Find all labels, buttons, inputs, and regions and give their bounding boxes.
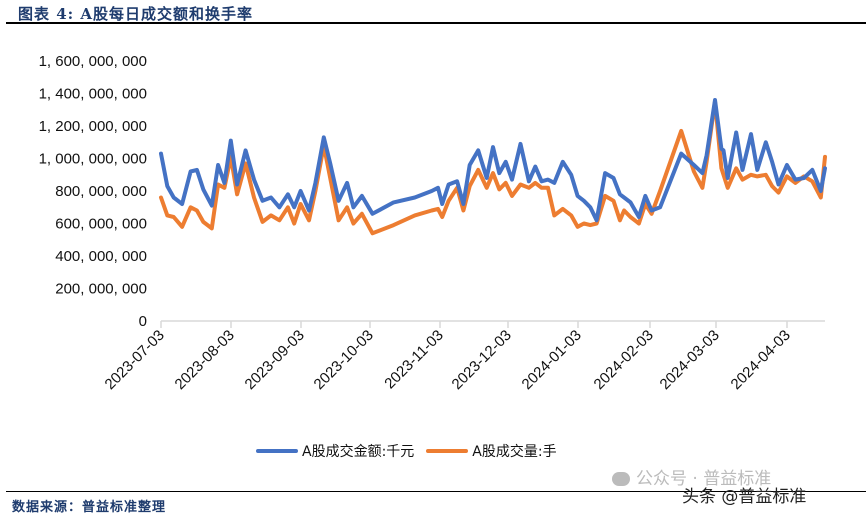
x-tick-label: 2023-08-03 — [172, 327, 238, 393]
x-axis-labels: 2023-07-03 2023-08-03 2023-09-03 2023-10-03… — [102, 321, 794, 393]
y-tick-label: 600, 000, 000 — [55, 216, 147, 233]
legend-swatch-orange — [426, 449, 469, 453]
chart-legend: A股成交金额:千元 A股成交量:手 — [256, 441, 569, 461]
legend-swatch-blue — [256, 449, 298, 453]
legend-item-turnover-value: A股成交金额:千元 — [256, 441, 414, 461]
wechat-icon — [612, 472, 630, 486]
x-tick-label: 2024-02-03 — [591, 327, 657, 393]
x-tick-label: 2024-03-03 — [657, 327, 723, 393]
footer-divider — [6, 491, 866, 492]
x-tick-label: 2023-07-03 — [102, 327, 168, 393]
x-tick-label: 2023-09-03 — [242, 327, 308, 393]
y-tick-label: 1, 200, 000, 000 — [39, 118, 147, 135]
y-tick-label: 0 — [139, 313, 147, 330]
y-axis-labels: 0 200, 000, 000 400, 000, 000 600, 000, 000… — [39, 53, 147, 330]
series-line-turnover-value — [159, 98, 827, 223]
y-tick-label: 400, 000, 000 — [55, 248, 147, 265]
y-tick-label: 1, 600, 000, 000 — [39, 53, 147, 70]
legend-label: A股成交量:手 — [472, 444, 557, 460]
y-tick-label: 1, 000, 000, 000 — [39, 151, 147, 168]
y-tick-label: 1, 400, 000, 000 — [39, 86, 147, 103]
watermark-text: 公众号 · 普益标准 — [636, 469, 772, 489]
series-line-volume — [159, 99, 827, 236]
watermark-wechat: 公众号 · 普益标准 — [612, 464, 771, 489]
series-lines — [159, 98, 827, 236]
x-tick-label: 2023-12-03 — [449, 327, 515, 393]
x-tick-label: 2024-04-03 — [728, 327, 794, 393]
y-tick-label: 200, 000, 000 — [55, 281, 147, 298]
line-chart: 0 200, 000, 000 400, 000, 000 600, 000, 000… — [39, 53, 827, 393]
data-source-note: 数据来源：普益标准整理 — [12, 500, 167, 515]
legend-label: A股成交金额:千元 — [302, 444, 415, 460]
figure-title: 图表 4: A股每日成交额和换手率 — [18, 5, 254, 23]
x-tick-label: 2023-11-03 — [381, 327, 446, 392]
y-tick-label: 800, 000, 000 — [55, 183, 147, 200]
watermark-toutiao: 头条 @普益标准 — [682, 487, 807, 507]
x-tick-label: 2024-01-03 — [519, 327, 585, 393]
x-tick-label: 2023-10-03 — [311, 327, 377, 393]
title-divider — [6, 22, 866, 24]
legend-item-volume: A股成交量:手 — [426, 441, 557, 461]
